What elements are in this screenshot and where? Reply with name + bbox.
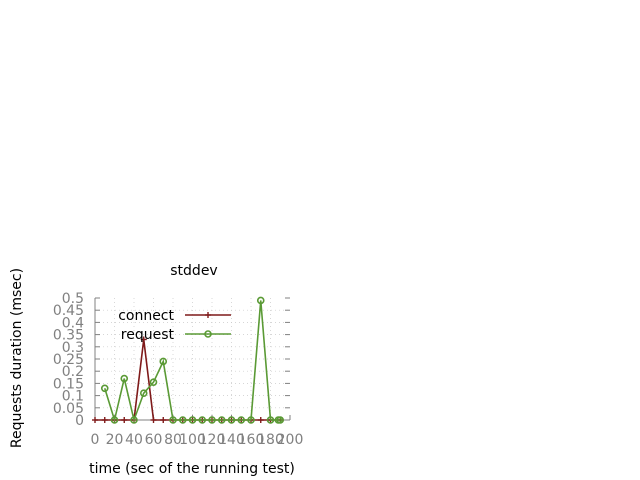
legend-label-request: request bbox=[121, 327, 175, 343]
legend-label-connect: connect bbox=[118, 308, 174, 324]
x-tick-label: 0 bbox=[91, 432, 100, 448]
x-tick-label: 80 bbox=[164, 432, 182, 448]
data-point-connect bbox=[150, 417, 157, 423]
y-tick-label: 0.4 bbox=[62, 315, 84, 331]
x-tick-label: 160 bbox=[238, 432, 265, 448]
data-point-connect bbox=[257, 417, 264, 423]
data-point-request bbox=[208, 416, 216, 424]
data-point-connect bbox=[140, 336, 147, 343]
legend: connect request bbox=[118, 308, 231, 343]
x-axis-title: time (sec of the running test) bbox=[89, 461, 295, 477]
legend-marker-request bbox=[204, 330, 212, 338]
data-point-request bbox=[149, 378, 158, 386]
x-tick-label: 180 bbox=[257, 432, 284, 448]
series-line-request bbox=[103, 300, 281, 424]
x-tick-label: 100 bbox=[179, 432, 206, 448]
data-point-request bbox=[188, 416, 197, 424]
y-tick-label: 0.35 bbox=[53, 328, 84, 344]
data-point-request bbox=[227, 416, 236, 424]
chart-title: stddev bbox=[170, 263, 217, 279]
data-point-request bbox=[100, 384, 109, 393]
data-point-connect bbox=[101, 417, 108, 423]
data-point-request bbox=[217, 416, 226, 424]
y-tick-label: 0.25 bbox=[53, 352, 84, 368]
x-tick-label: 60 bbox=[145, 432, 163, 448]
y-tick-label: 0.15 bbox=[53, 376, 84, 392]
y-tick-label: 0 bbox=[75, 413, 84, 429]
data-point-request bbox=[256, 296, 265, 305]
y-tick-label: 0.05 bbox=[53, 401, 84, 417]
y-tick-label: 0.1 bbox=[62, 389, 84, 405]
x-tick-label: 40 bbox=[125, 432, 143, 448]
y-axis-title: Requests duration (msec) bbox=[9, 268, 25, 448]
y-tick-label: 0.3 bbox=[62, 340, 84, 356]
x-tick-label: 200 bbox=[277, 432, 304, 448]
y-tick-label: 0.5 bbox=[62, 291, 84, 307]
data-point-connect bbox=[121, 417, 128, 423]
data-point-request bbox=[110, 416, 119, 424]
data-point-connect bbox=[160, 417, 167, 423]
x-tick-label: 120 bbox=[199, 432, 226, 448]
data-point-request bbox=[266, 416, 275, 424]
data-point-request bbox=[159, 357, 168, 366]
x-tick-label: 20 bbox=[106, 432, 124, 448]
y-tick-label: 0.2 bbox=[62, 364, 84, 380]
tick-labels: 00.050.10.150.20.250.30.350.40.450.50 20 4… bbox=[53, 291, 304, 448]
data-point-request bbox=[139, 389, 148, 397]
data-point-request bbox=[178, 416, 187, 424]
data-point-request bbox=[120, 374, 129, 383]
x-tick-label: 140 bbox=[218, 432, 245, 448]
series-lines bbox=[92, 296, 285, 424]
data-point-request bbox=[130, 416, 138, 424]
data-point-request bbox=[247, 416, 255, 424]
data-point-connect bbox=[92, 417, 98, 423]
data-point-request bbox=[237, 416, 246, 424]
legend-marker-connect bbox=[205, 312, 211, 318]
data-point-request bbox=[276, 416, 285, 424]
data-point-request bbox=[169, 416, 177, 424]
y-tick-label: 0.45 bbox=[53, 303, 84, 319]
data-point-request bbox=[198, 416, 207, 424]
